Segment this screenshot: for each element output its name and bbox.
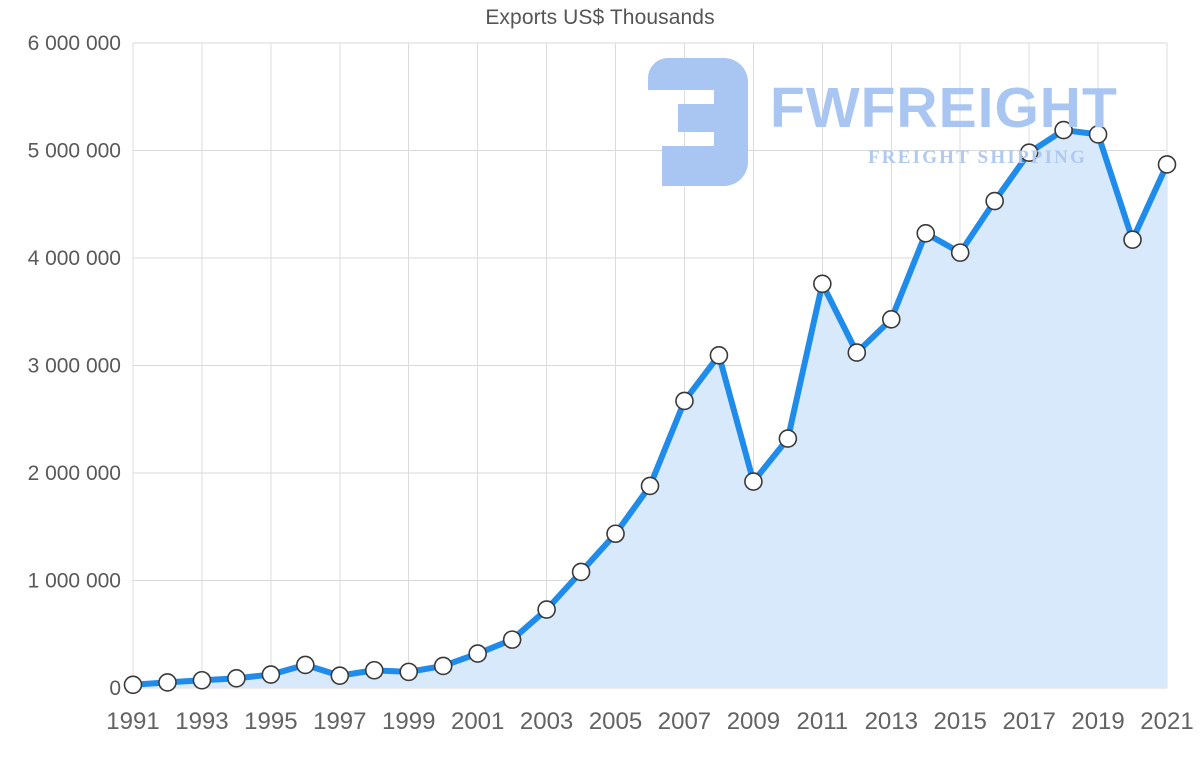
data-point[interactable] [1054, 120, 1073, 140]
data-point[interactable] [227, 669, 246, 688]
data-point[interactable] [123, 675, 143, 695]
data-point[interactable] [296, 655, 315, 675]
y-axis-tick-labels: 0 1 000 000 2 000 000 3 000 000 4 000 000 5 0… [28, 32, 121, 700]
x-tick-label: 1999 [382, 708, 435, 735]
x-tick-label: 1991 [106, 708, 159, 735]
x-tick-label: 1995 [244, 708, 297, 735]
data-point[interactable] [261, 665, 281, 684]
x-tick-label: 2005 [589, 708, 642, 735]
data-point[interactable] [1157, 155, 1177, 174]
y-tick-label: 6 000 000 [28, 32, 121, 55]
data-point[interactable] [606, 524, 625, 544]
y-tick-label: 1 000 000 [28, 570, 121, 593]
series-area [133, 130, 1167, 688]
x-tick-label: 2013 [865, 708, 918, 735]
x-tick-label: 2007 [658, 708, 711, 735]
data-point[interactable] [571, 562, 591, 582]
chart-title: Exports US$ Thousands [485, 6, 715, 29]
x-tick-label: 1993 [175, 708, 228, 735]
data-point[interactable] [916, 223, 936, 243]
data-point[interactable] [433, 656, 453, 676]
x-tick-label: 2019 [1071, 708, 1124, 735]
y-tick-label: 5 000 000 [28, 140, 121, 163]
x-tick-label: 2003 [520, 708, 573, 735]
data-point[interactable] [950, 243, 970, 262]
y-tick-label: 2 000 000 [28, 462, 121, 485]
y-tick-label: 3 000 000 [28, 355, 121, 378]
y-tick-label: 4 000 000 [28, 247, 121, 270]
data-point[interactable] [537, 600, 556, 619]
data-point[interactable] [1019, 143, 1039, 162]
data-point[interactable] [881, 309, 901, 329]
data-point[interactable] [1123, 230, 1142, 250]
x-tick-label: 2015 [934, 708, 987, 735]
x-tick-label: 2021 [1140, 708, 1193, 735]
x-tick-label: 2001 [451, 708, 504, 735]
data-point[interactable] [399, 662, 419, 682]
x-tick-label: 2017 [1002, 708, 1055, 735]
x-tick-label: 2011 [797, 708, 849, 735]
area-fill [133, 130, 1167, 688]
data-point[interactable] [813, 274, 832, 294]
data-point[interactable] [847, 343, 867, 362]
x-tick-label: 1997 [313, 708, 366, 735]
data-point[interactable] [744, 472, 763, 491]
data-point[interactable] [330, 666, 350, 685]
data-point[interactable] [502, 630, 522, 649]
data-point[interactable] [1088, 125, 1108, 144]
data-point[interactable] [192, 670, 212, 690]
series-markers[interactable] [123, 120, 1177, 695]
data-point[interactable] [778, 429, 798, 448]
x-axis-tick-labels: 1991 1993 1995 1997 1999 2001 2003 2005 2007 2009… [106, 708, 1193, 735]
data-point[interactable] [364, 660, 384, 680]
x-tick-label: 2009 [727, 708, 780, 735]
data-point[interactable] [985, 191, 1004, 211]
data-point[interactable] [640, 476, 660, 496]
data-point[interactable] [468, 644, 487, 663]
data-point[interactable] [709, 345, 729, 365]
data-point[interactable] [675, 391, 694, 411]
y-tick-label: 0 [109, 677, 121, 700]
data-point[interactable] [158, 673, 177, 692]
